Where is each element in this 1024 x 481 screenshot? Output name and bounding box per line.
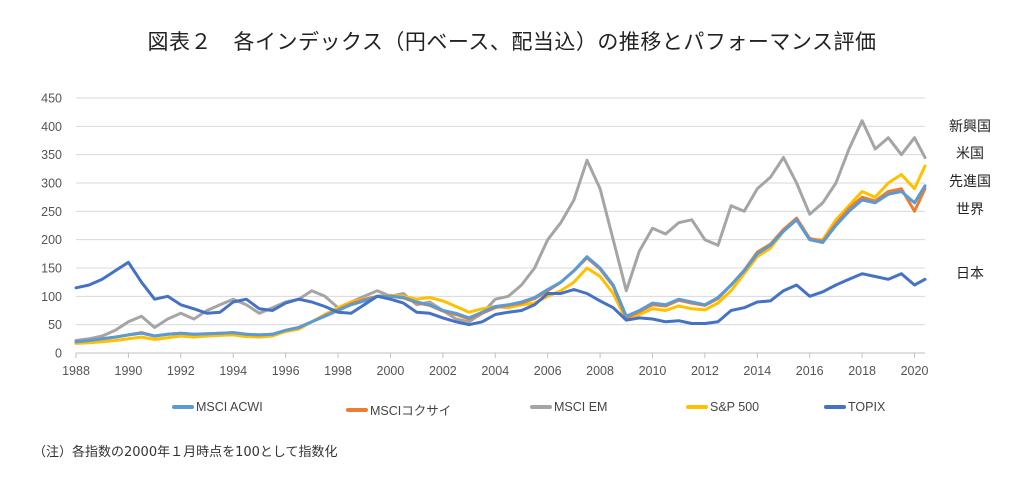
- x-tick-label: 2018: [848, 364, 876, 378]
- x-tick-label: 2010: [639, 364, 667, 378]
- x-tick-label: 1996: [272, 364, 300, 378]
- x-tick-label: 1994: [219, 364, 247, 378]
- x-tick-label: 2016: [796, 364, 824, 378]
- x-tick-label: 2000: [377, 364, 405, 378]
- legend-swatch-msci-kokusai: [346, 407, 368, 412]
- x-tick-label: 2006: [534, 364, 562, 378]
- y-tick-label: 50: [48, 318, 62, 332]
- y-tick-label: 450: [41, 92, 62, 106]
- legend-label-msci-em: MSCI EM: [554, 400, 608, 414]
- y-tick-label: 100: [41, 290, 62, 304]
- x-tick-label: 1998: [324, 364, 352, 378]
- side-label: 日本: [956, 266, 984, 282]
- legend-swatch-sp500: [686, 405, 708, 409]
- series-lines: [74, 119, 927, 345]
- y-tick-label: 300: [41, 177, 62, 191]
- x-tick-label: 2014: [743, 364, 771, 378]
- y-tick-label: 200: [41, 233, 62, 247]
- chart-title: 図表２ 各インデックス（円ベース、配当込）の推移とパフォーマンス評価: [147, 30, 877, 54]
- side-label: 世界: [956, 202, 984, 218]
- legend-item-msci-acwi: MSCI ACWI: [172, 400, 263, 414]
- y-tick-label: 150: [41, 262, 62, 276]
- legend: MSCI ACWI MSCIコクサイ MSCI EM S&P 500 TOPIX: [0, 400, 1024, 420]
- gridlines: [76, 97, 925, 326]
- x-tick-label: 2002: [429, 364, 457, 378]
- legend-swatch-msci-em: [530, 405, 552, 409]
- x-tick-label: 1988: [62, 364, 90, 378]
- x-tick-label: 1990: [115, 364, 143, 378]
- side-label: 新興国: [949, 119, 991, 135]
- legend-label-msci-acwi: MSCI ACWI: [196, 400, 263, 414]
- y-axis-ticks: 0 50 100 150 200 250 300 350 400 450: [41, 92, 62, 361]
- legend-swatch-topix: [824, 405, 846, 409]
- x-tick-label: 2008: [586, 364, 614, 378]
- side-label: 先進国: [949, 174, 991, 190]
- x-tick-label: 1992: [167, 364, 195, 378]
- legend-label-sp500: S&P 500: [710, 400, 760, 414]
- series-line-s-p-500: [74, 164, 927, 345]
- legend-swatch-msci-acwi: [172, 405, 194, 409]
- legend-item-msci-kokusai: MSCIコクサイ: [346, 400, 451, 419]
- legend-item-sp500: S&P 500: [686, 400, 759, 414]
- y-tick-label: 0: [55, 347, 62, 361]
- side-label: 米国: [956, 146, 984, 162]
- series-line-topix: [74, 260, 927, 327]
- legend-item-msci-em: MSCI EM: [530, 400, 607, 414]
- series-line-msci-acwi: [74, 184, 927, 344]
- legend-item-topix: TOPIX: [824, 400, 885, 414]
- legend-label-topix: TOPIX: [848, 400, 886, 414]
- y-tick-label: 400: [41, 120, 62, 134]
- x-tick-label: 2020: [901, 364, 929, 378]
- footnote: （注）各指数の2000年１月時点を100として指数化: [33, 445, 338, 460]
- legend-label-msci-kokusai: MSCIコクサイ: [370, 404, 452, 418]
- x-tick-label: 2012: [691, 364, 719, 378]
- x-tick-label: 2004: [481, 364, 509, 378]
- y-tick-label: 350: [41, 148, 62, 162]
- series-line-msci-em: [74, 119, 927, 342]
- y-tick-label: 250: [41, 205, 62, 219]
- x-axis: 1988 1990 1992 1994 1996 1998 2000 2002 2004 2006…: [62, 352, 929, 378]
